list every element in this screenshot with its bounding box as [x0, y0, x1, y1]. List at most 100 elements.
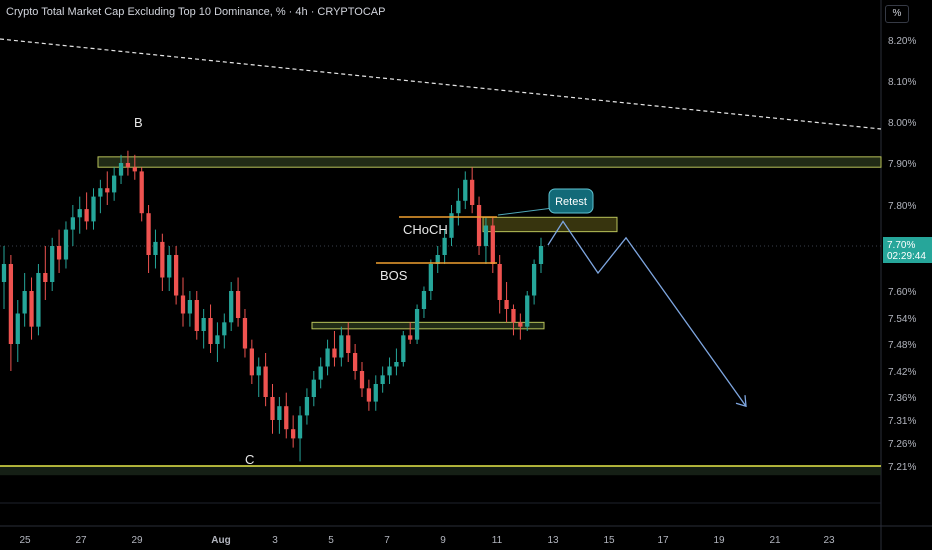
- candle-body[interactable]: [15, 313, 20, 345]
- price-tick-label: 8.10%: [888, 77, 916, 88]
- candle-body[interactable]: [311, 379, 316, 397]
- candle-body[interactable]: [50, 246, 55, 282]
- candle-body[interactable]: [84, 209, 89, 222]
- candle-body[interactable]: [125, 163, 131, 168]
- candle-body[interactable]: [112, 175, 117, 193]
- candle-body[interactable]: [483, 225, 489, 247]
- candle-body[interactable]: [229, 291, 234, 323]
- candle-body[interactable]: [408, 335, 413, 340]
- candle-body[interactable]: [476, 205, 482, 246]
- candle-body[interactable]: [139, 171, 144, 214]
- candle-body[interactable]: [421, 291, 427, 309]
- candle-body[interactable]: [497, 264, 502, 300]
- candle-body[interactable]: [56, 246, 62, 260]
- candle-body[interactable]: [538, 246, 544, 264]
- candle-body[interactable]: [201, 318, 206, 331]
- candle-body[interactable]: [297, 415, 303, 439]
- time-tick-label: 13: [547, 535, 559, 546]
- candle-body[interactable]: [187, 300, 193, 314]
- candle-body[interactable]: [132, 167, 137, 172]
- candle-body[interactable]: [332, 348, 337, 358]
- time-axis[interactable]: 25 27 29 Aug 3 5 7 9 11 13 15 17 19 21 23: [19, 535, 835, 546]
- price-tick-label: 8.00%: [888, 118, 916, 129]
- candle-body[interactable]: [394, 362, 399, 367]
- candle-body[interactable]: [91, 196, 96, 222]
- candle-body[interactable]: [504, 300, 509, 309]
- candle-body[interactable]: [449, 213, 454, 238]
- candle-body[interactable]: [456, 200, 461, 214]
- candle-body[interactable]: [70, 217, 75, 230]
- candle-body[interactable]: [173, 255, 179, 296]
- candle-body[interactable]: [263, 366, 268, 398]
- candle-body[interactable]: [36, 273, 41, 327]
- candle-body[interactable]: [256, 366, 261, 376]
- candle-body[interactable]: [77, 209, 82, 218]
- candle-body[interactable]: [242, 318, 248, 349]
- candle-body[interactable]: [366, 388, 372, 402]
- price-axis[interactable]: 8.20% 8.10% 8.00% 7.90% 7.80% 7.70% 7.60% 7.54%…: [883, 36, 932, 473]
- candle-body[interactable]: [414, 309, 420, 340]
- candle-body[interactable]: [470, 179, 475, 205]
- candle-body[interactable]: [518, 322, 523, 327]
- candle-body[interactable]: [22, 291, 27, 314]
- candle-body[interactable]: [63, 229, 69, 260]
- candle-body[interactable]: [346, 335, 351, 353]
- candle-body[interactable]: [98, 188, 103, 197]
- candle-body[interactable]: [401, 335, 406, 362]
- candle-body[interactable]: [215, 335, 220, 344]
- time-tick-label: 11: [492, 535, 503, 546]
- candle-body[interactable]: [531, 264, 537, 296]
- candle-body[interactable]: [29, 291, 34, 327]
- candle-body[interactable]: [387, 366, 392, 376]
- candle-body[interactable]: [525, 295, 530, 327]
- candle-body[interactable]: [339, 335, 344, 358]
- candle-body[interactable]: [352, 353, 358, 371]
- candle-body[interactable]: [380, 375, 385, 384]
- candle-body[interactable]: [463, 179, 468, 201]
- candle-body[interactable]: [43, 273, 48, 282]
- candle-body[interactable]: [1, 264, 7, 282]
- candle-body[interactable]: [428, 264, 433, 291]
- candle-body[interactable]: [8, 264, 14, 344]
- price-tick-label: 7.48%: [888, 340, 916, 351]
- candle-body[interactable]: [284, 406, 289, 430]
- candle-body[interactable]: [318, 366, 323, 380]
- zone-box: [482, 216, 618, 233]
- candle-body[interactable]: [277, 406, 282, 420]
- candle-body[interactable]: [146, 213, 151, 255]
- candle-body[interactable]: [373, 384, 378, 402]
- candle-body[interactable]: [270, 397, 275, 420]
- price-tick-label: 7.36%: [888, 393, 916, 404]
- candle-body[interactable]: [208, 318, 213, 344]
- candle-body[interactable]: [291, 429, 296, 439]
- candles-layer[interactable]: [1, 150, 544, 462]
- time-tick-label: 21: [769, 535, 781, 546]
- candle-body[interactable]: [325, 348, 330, 367]
- candle-body[interactable]: [249, 348, 254, 376]
- candle-body[interactable]: [105, 188, 110, 193]
- candle-body[interactable]: [304, 397, 310, 416]
- projection-arrowhead: [735, 395, 747, 408]
- candle-body[interactable]: [222, 322, 227, 336]
- candle-body[interactable]: [180, 295, 186, 314]
- candle-body[interactable]: [153, 241, 158, 255]
- candle-body[interactable]: [235, 291, 241, 318]
- candle-body[interactable]: [435, 255, 440, 264]
- price-tick-label: 7.90%: [888, 159, 916, 170]
- candle-body[interactable]: [160, 241, 165, 278]
- candle-body[interactable]: [359, 371, 365, 389]
- candle-body[interactable]: [167, 255, 172, 278]
- price-tick-label: 8.20%: [888, 36, 916, 47]
- projection-path: [547, 220, 747, 407]
- candle-body[interactable]: [511, 309, 516, 323]
- candle-body[interactable]: [118, 163, 124, 176]
- current-price-badge[interactable]: [883, 237, 932, 263]
- candle-body[interactable]: [194, 300, 199, 331]
- zones-layer: [0, 156, 882, 476]
- percent-scale-button[interactable]: %: [885, 5, 909, 23]
- time-tick-label: 25: [19, 535, 31, 546]
- candle-body[interactable]: [490, 225, 495, 265]
- candle-body[interactable]: [442, 237, 447, 255]
